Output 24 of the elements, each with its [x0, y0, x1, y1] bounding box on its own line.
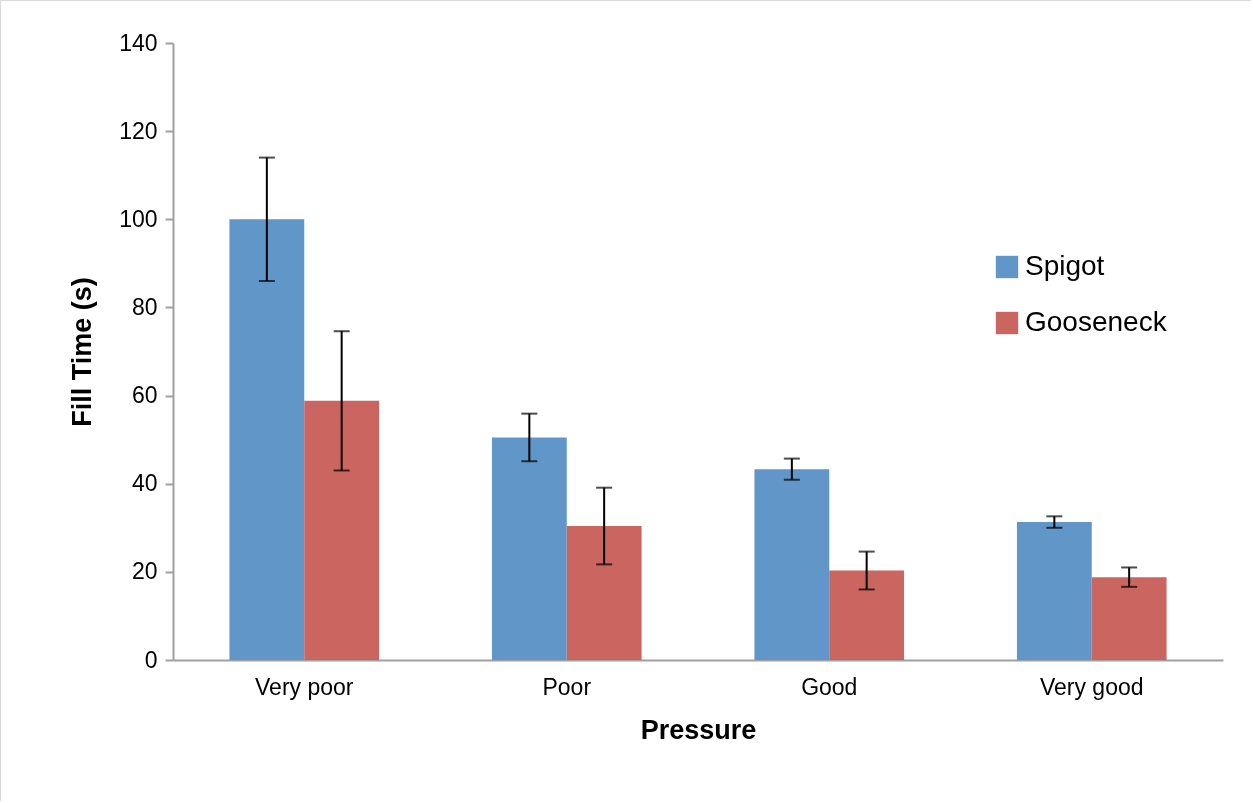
legend-label: Gooseneck — [1025, 306, 1168, 337]
y-tick-label: 120 — [119, 117, 158, 144]
y-tick-label: 80 — [131, 293, 158, 320]
bar — [1016, 522, 1092, 660]
bar — [491, 437, 567, 660]
y-tick-label: 140 — [119, 29, 158, 56]
x-tick-label: Very poor — [255, 673, 354, 700]
y-axis-title: Fill Time (s) — [67, 277, 98, 427]
bar — [229, 219, 305, 660]
bar — [304, 400, 380, 660]
legend-label: Spigot — [1025, 250, 1105, 281]
y-tick-label: 20 — [131, 558, 158, 585]
y-tick-label: 100 — [119, 205, 158, 232]
bar — [829, 570, 905, 660]
y-tick-label: 0 — [144, 646, 158, 673]
bar — [754, 469, 830, 660]
bar — [566, 526, 642, 660]
y-tick-label: 60 — [131, 382, 158, 409]
y-tick-label: 40 — [131, 470, 158, 497]
x-tick-label: Very good — [1039, 673, 1144, 700]
bar — [1091, 577, 1167, 660]
x-tick-label: Good — [801, 673, 858, 700]
x-tick-label: Poor — [542, 673, 592, 700]
x-axis-title: Pressure — [640, 714, 757, 745]
